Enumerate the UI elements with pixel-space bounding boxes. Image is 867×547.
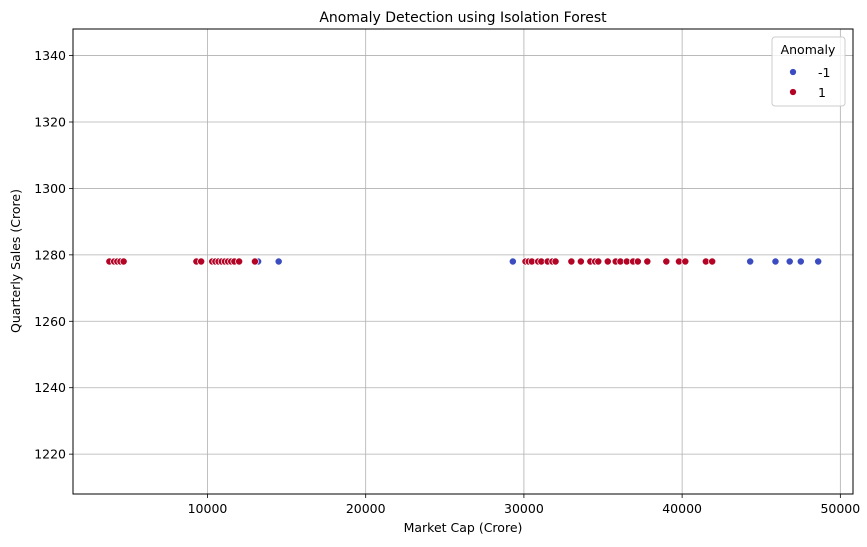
normal-point bbox=[235, 257, 244, 266]
chart-title: Anomaly Detection using Isolation Forest bbox=[319, 10, 607, 26]
plot-frame bbox=[72, 28, 854, 495]
normal-point bbox=[567, 257, 576, 266]
anomaly-point bbox=[814, 257, 823, 266]
y-axis-label: Quarterly Sales (Crore) bbox=[8, 189, 23, 333]
y-tick-label: 1220 bbox=[34, 447, 66, 462]
normal-point bbox=[119, 257, 128, 266]
anomaly-point bbox=[796, 257, 805, 266]
y-tick-label: 1240 bbox=[34, 380, 66, 395]
normal-point bbox=[681, 257, 690, 266]
anomaly-point bbox=[746, 257, 755, 266]
legend-marker-normal bbox=[789, 88, 797, 96]
normal-point bbox=[250, 257, 259, 266]
normal-point bbox=[576, 257, 585, 266]
normal-point bbox=[594, 257, 603, 266]
y-axis: 1220 1240 1260 1280 1300 1320 1340 bbox=[34, 48, 73, 462]
y-tick-label: 1300 bbox=[34, 181, 66, 196]
y-tick-label: 1340 bbox=[34, 48, 66, 63]
legend-title: Anomaly bbox=[781, 42, 836, 57]
grid-lines bbox=[73, 29, 853, 494]
legend-marker-anomaly bbox=[789, 68, 797, 76]
x-tick-label: 20000 bbox=[346, 501, 386, 516]
legend-label-anomaly: -1 bbox=[818, 65, 830, 80]
y-tick-label: 1320 bbox=[34, 115, 66, 130]
x-tick-label: 30000 bbox=[504, 501, 544, 516]
legend-label-normal: 1 bbox=[818, 85, 826, 100]
x-axis: 10000 20000 30000 40000 50000 bbox=[188, 494, 860, 516]
data-points bbox=[105, 257, 823, 266]
anomaly-point bbox=[508, 257, 517, 266]
x-tick-label: 40000 bbox=[662, 501, 702, 516]
normal-point bbox=[551, 257, 560, 266]
normal-point bbox=[633, 257, 642, 266]
x-axis-label: Market Cap (Crore) bbox=[404, 520, 523, 535]
normal-point bbox=[708, 257, 717, 266]
normal-point bbox=[603, 257, 612, 266]
y-tick-label: 1260 bbox=[34, 314, 66, 329]
anomaly-point bbox=[274, 257, 283, 266]
legend: Anomaly -1 1 bbox=[771, 36, 846, 107]
y-tick-label: 1280 bbox=[34, 247, 66, 262]
normal-point bbox=[662, 257, 671, 266]
x-tick-label: 50000 bbox=[820, 501, 860, 516]
normal-point bbox=[643, 257, 652, 266]
x-tick-label: 10000 bbox=[188, 501, 228, 516]
legend-box bbox=[771, 36, 846, 107]
anomaly-point bbox=[785, 257, 794, 266]
normal-point bbox=[197, 257, 206, 266]
anomaly-point bbox=[771, 257, 780, 266]
